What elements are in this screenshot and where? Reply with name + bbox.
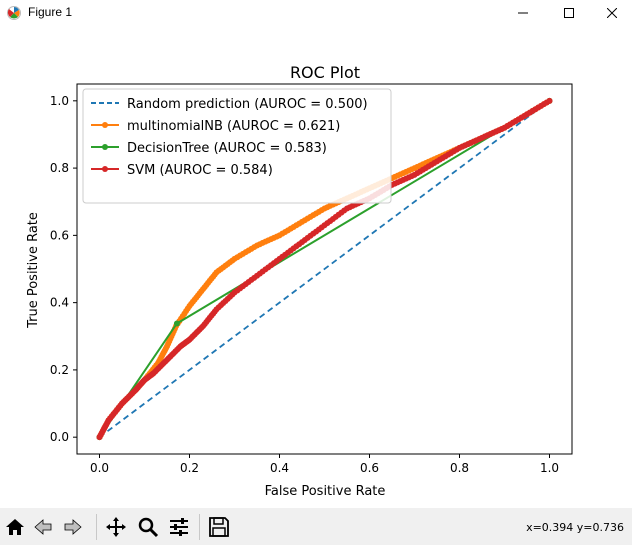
y-tick-label: 0.8 (50, 161, 69, 175)
axis-ticks: 0.0 0.2 0.4 0.6 0.8 1.0 0.0 0.2 0.4 0.6 0.8 1.0 (50, 94, 559, 475)
matplotlib-logo-icon (7, 6, 21, 20)
y-tick-label: 0.2 (50, 363, 69, 377)
legend-marker (102, 144, 108, 150)
forward-arrow-icon (64, 519, 82, 535)
maximize-icon (564, 8, 574, 18)
series-path (98, 100, 551, 438)
home-icon (6, 519, 24, 535)
navigation-toolbar: x=0.394 y=0.736 (0, 508, 632, 545)
x-tick-label: 0.4 (270, 461, 289, 475)
y-tick-label: 0.4 (50, 296, 69, 310)
y-tick-label: 0.6 (50, 228, 69, 242)
x-axis-label: False Positive Rate (265, 484, 386, 499)
y-tick-label: 1.0 (50, 94, 69, 108)
legend-label: multinomialNB (AUROC = 0.621) (127, 119, 340, 134)
legend-label: DecisionTree (AUROC = 0.583) (127, 141, 327, 156)
forward-button[interactable] (60, 514, 86, 540)
x-tick-label: 0.8 (450, 461, 469, 475)
x-tick-label: 0.0 (90, 461, 109, 475)
pan-button[interactable] (103, 514, 129, 540)
zoom-magnifier-icon (138, 517, 159, 538)
x-tick-label: 1.0 (540, 461, 559, 475)
x-tick-label: 0.6 (360, 461, 379, 475)
legend-marker (102, 122, 108, 128)
cursor-coordinates: x=0.394 y=0.736 (526, 521, 624, 534)
pan-arrows-icon (106, 517, 126, 537)
axes-frame (76, 83, 573, 455)
home-button[interactable] (2, 514, 28, 540)
y-axis-label: True Positive Rate (26, 212, 41, 329)
close-button[interactable] (592, 0, 632, 26)
roc-chart[interactable]: ROC Plot False Positive Rate True Positi… (0, 26, 632, 508)
legend: Random prediction (AUROC = 0.500) multino… (82, 88, 392, 204)
toolbar-separator (199, 514, 200, 540)
sliders-icon (170, 518, 188, 536)
zoom-button[interactable] (135, 514, 161, 540)
data-point (173, 320, 180, 327)
legend-label: Random prediction (AUROC = 0.500) (127, 97, 368, 112)
legend-box (82, 88, 392, 204)
back-button[interactable] (30, 514, 56, 540)
close-icon (607, 8, 617, 18)
figure-canvas[interactable]: ROC Plot False Positive Rate True Positi… (0, 26, 632, 508)
minimize-icon (518, 12, 528, 14)
minimize-button[interactable] (500, 0, 546, 26)
floppy-save-icon (209, 517, 229, 537)
random-series-line (98, 100, 551, 438)
window-title: Figure 1 (28, 5, 73, 19)
legend-marker (102, 166, 108, 172)
back-arrow-icon (34, 519, 52, 535)
maximize-button[interactable] (546, 0, 592, 26)
toolbar-separator (96, 514, 97, 540)
save-button[interactable] (206, 514, 232, 540)
title-bar[interactable]: Figure 1 (0, 0, 632, 26)
x-tick-label: 0.2 (180, 461, 199, 475)
legend-label: SVM (AUROC = 0.584) (127, 163, 273, 178)
data-point (546, 97, 553, 104)
y-tick-label: 0.0 (50, 430, 69, 444)
configure-subplots-button[interactable] (166, 514, 192, 540)
chart-title: ROC Plot (290, 63, 360, 82)
